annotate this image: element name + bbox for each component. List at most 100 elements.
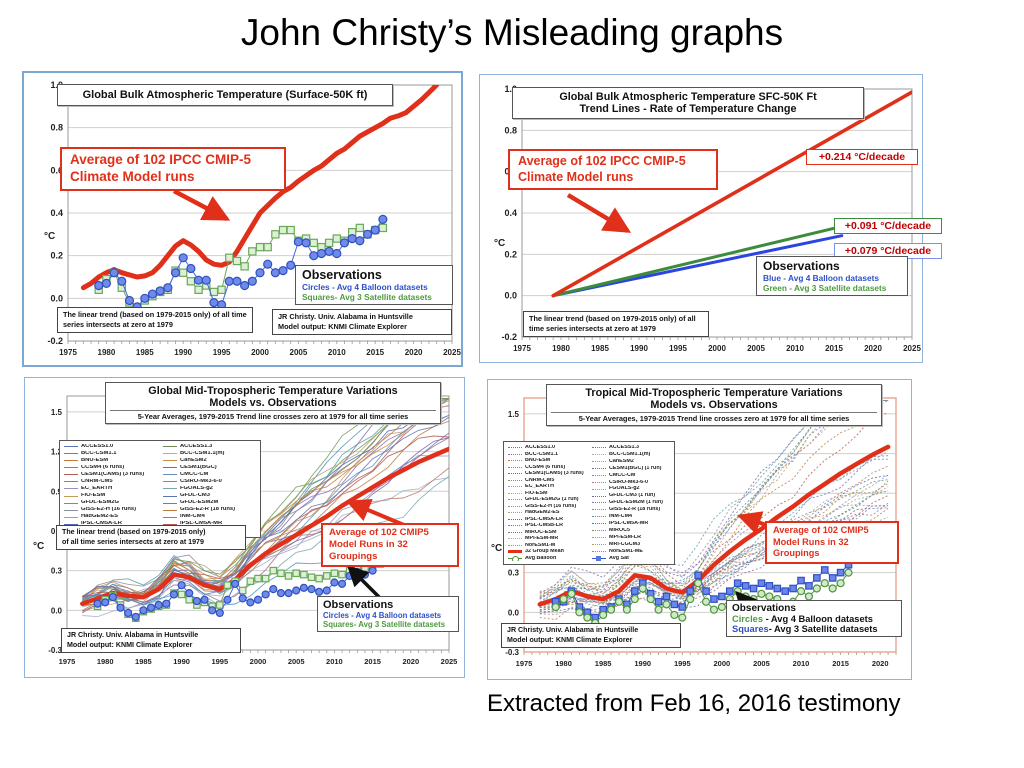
svg-text:1975: 1975 (59, 348, 77, 357)
model-average-callout: Average of 102 IPCC CMIP-5 Climate Model… (508, 149, 718, 191)
svg-text:0.3: 0.3 (508, 569, 520, 578)
svg-text:0.6: 0.6 (50, 165, 63, 175)
credit-note: JR Christy. Univ. Alabama in Huntsville … (501, 623, 681, 649)
chart-title-box: Global Bulk Atmospheric Temperature (Sur… (57, 84, 393, 106)
svg-text:2020: 2020 (405, 348, 423, 357)
svg-text:0.2: 0.2 (504, 249, 517, 259)
trend-note: The linear trend (based on 1979-2015 onl… (57, 307, 253, 333)
chart-trend-lines: Global Bulk Atmospheric Temperature SFC-… (479, 74, 942, 363)
svg-text:0.0: 0.0 (51, 606, 63, 615)
legend-entry: CMCC-CM (163, 472, 256, 478)
svg-text:1990: 1990 (174, 348, 192, 357)
svg-text:1980: 1980 (552, 344, 570, 353)
chart-title-box: Global Mid-Tropospheric Temperature Vari… (105, 382, 441, 424)
legend-entry: GFDL-ESM2M (1 run) (592, 500, 670, 505)
svg-text:1.0: 1.0 (504, 84, 517, 94)
legend-label: GFDL-CM3 (180, 493, 210, 499)
svg-text:1980: 1980 (98, 348, 116, 357)
legend-label: CanESM2 (609, 458, 634, 464)
svg-text:2015: 2015 (366, 348, 384, 357)
svg-text:2020: 2020 (402, 657, 419, 666)
svg-text:-0.2: -0.2 (501, 332, 517, 342)
legend-entry: CMCC-CM (592, 473, 670, 478)
legend-label: IPSL-CM5A-LR (525, 516, 564, 522)
legend-label: NorESM1-ME (609, 548, 643, 554)
legend-entry: GFDL-CM3 (163, 493, 256, 499)
legend-entry: CSIRO-Mk3-6-0 (592, 480, 670, 485)
svg-text:2010: 2010 (326, 657, 343, 666)
legend-entry: BNU-ESM (508, 458, 586, 463)
svg-text:1990: 1990 (173, 657, 190, 666)
legend-label: CESM1(CAM5) (3 runs) (525, 471, 584, 476)
legend-label: GFDL-ESM2G (81, 500, 120, 506)
y-axis-unit: °C (494, 238, 506, 249)
legend-label: Avg Balloon (525, 555, 557, 561)
legend-label: 32 Group Mean (525, 549, 564, 554)
observations-title: Observations (302, 268, 382, 282)
legend-label: Avg Sat (609, 555, 629, 561)
svg-text:2015: 2015 (825, 344, 843, 353)
credit-note: JR Christy. Univ. Alabama in Huntsville … (61, 628, 241, 654)
legend-label: BNU-ESM (525, 458, 551, 463)
legend-label: FIO-ESM (81, 493, 106, 499)
svg-text:1985: 1985 (595, 659, 612, 668)
legend-label: IPSL-CM5A-MR (609, 520, 649, 526)
legend-entry: CESM1(CAM5) (3 runs) (508, 471, 586, 476)
legend-entry: CSIRO-Mk3-6-0 (163, 479, 256, 485)
legend-entry: MPI-ESM-LR (592, 535, 670, 540)
legend-entry: IPSL-CM5A-MR (163, 521, 256, 527)
legend-label: FGOALS-g2 (609, 486, 640, 492)
legend-label: EC_EARTH (525, 484, 555, 489)
legend-entry: HadGEM2-ES (64, 514, 157, 520)
svg-text:1.5: 1.5 (508, 410, 520, 419)
svg-text:-0.3: -0.3 (505, 648, 519, 657)
svg-text:2015: 2015 (364, 657, 381, 666)
satellite-rest: - Avg 3 Satellite datasets (768, 624, 878, 634)
chart-global-bulk-temp: Global Bulk Atmospheric Temperature (Sur… (22, 71, 463, 367)
svg-text:1.0: 1.0 (50, 80, 63, 90)
satellite-legend-line: Squares- Avg 3 Satellite datasets (302, 292, 432, 302)
balloon-legend-line: Circles - Avg 4 Balloon datasets (302, 282, 428, 292)
legend-label: CSIRO-Mk3-6-0 (180, 479, 222, 485)
legend-entry: FGOALS-g2 (592, 486, 670, 491)
legend-label: MPI-ESM-LR (609, 534, 642, 540)
legend-label: CMCC-CM (180, 472, 209, 478)
svg-text:0.4: 0.4 (504, 208, 517, 218)
trend-note: The linear trend (based on 1979-2015 onl… (523, 311, 709, 337)
svg-text:0.2: 0.2 (50, 251, 63, 261)
balloon-rest: - Avg 4 Balloon datasets (763, 614, 873, 624)
legend-label: HadGEM2-ES (525, 510, 560, 515)
legend-entry: NorESM1-M (508, 543, 586, 548)
satellite-legend-line: Green - Avg 3 Satellite datasets (763, 283, 887, 293)
balloon-legend-line: Circles - Avg 4 Balloon datasets (323, 611, 442, 620)
trend-note: The linear trend (based on 1979-2015 onl… (56, 525, 246, 551)
legend-label: CanESM2 (180, 458, 207, 464)
legend-entry: GISS-E2-R (18 runs) (592, 507, 670, 512)
legend-label: MIROC-ESM (525, 529, 557, 535)
svg-text:1990: 1990 (634, 659, 651, 668)
legend-entry: Avg Balloon (508, 556, 586, 561)
chart-subtitle: 5-Year Averages, 1979-2015 Trend line cr… (551, 412, 877, 423)
legend-label: GISS-E2-H (16 runs) (81, 507, 137, 513)
legend-label: ACCESS1.3 (609, 445, 639, 450)
svg-text:0.8: 0.8 (50, 123, 63, 133)
svg-text:1.5: 1.5 (51, 408, 63, 417)
legend-label: GFDL-ESM2G (1 run) (525, 497, 579, 502)
svg-text:1985: 1985 (591, 344, 609, 353)
observations-title: Observations (323, 599, 394, 611)
legend-entry: INM-CM4 (592, 514, 670, 519)
legend-entry: CCSM4 (6 runs) (64, 465, 157, 471)
svg-text:2005: 2005 (753, 659, 770, 668)
legend-label: INM-CM4 (609, 514, 633, 520)
legend-label: BCC-CSM1.1(m) (609, 451, 651, 457)
legend-entry: ACCESS1.0 (508, 445, 586, 450)
legend-label: ACCESS1.0 (525, 445, 555, 450)
chart-title-line2: Models vs. Observations (209, 397, 337, 409)
svg-text:2000: 2000 (251, 348, 269, 357)
legend-entry: FIO-ESM (508, 491, 586, 496)
legend-entry: GISS-E2-H (16 runs) (64, 507, 157, 513)
chart-subtitle: 5-Year Averages, 1979-2015 Trend line cr… (110, 410, 436, 421)
legend-entry: CNRM-CM5 (508, 478, 586, 483)
y-axis-unit: °C (491, 543, 503, 554)
